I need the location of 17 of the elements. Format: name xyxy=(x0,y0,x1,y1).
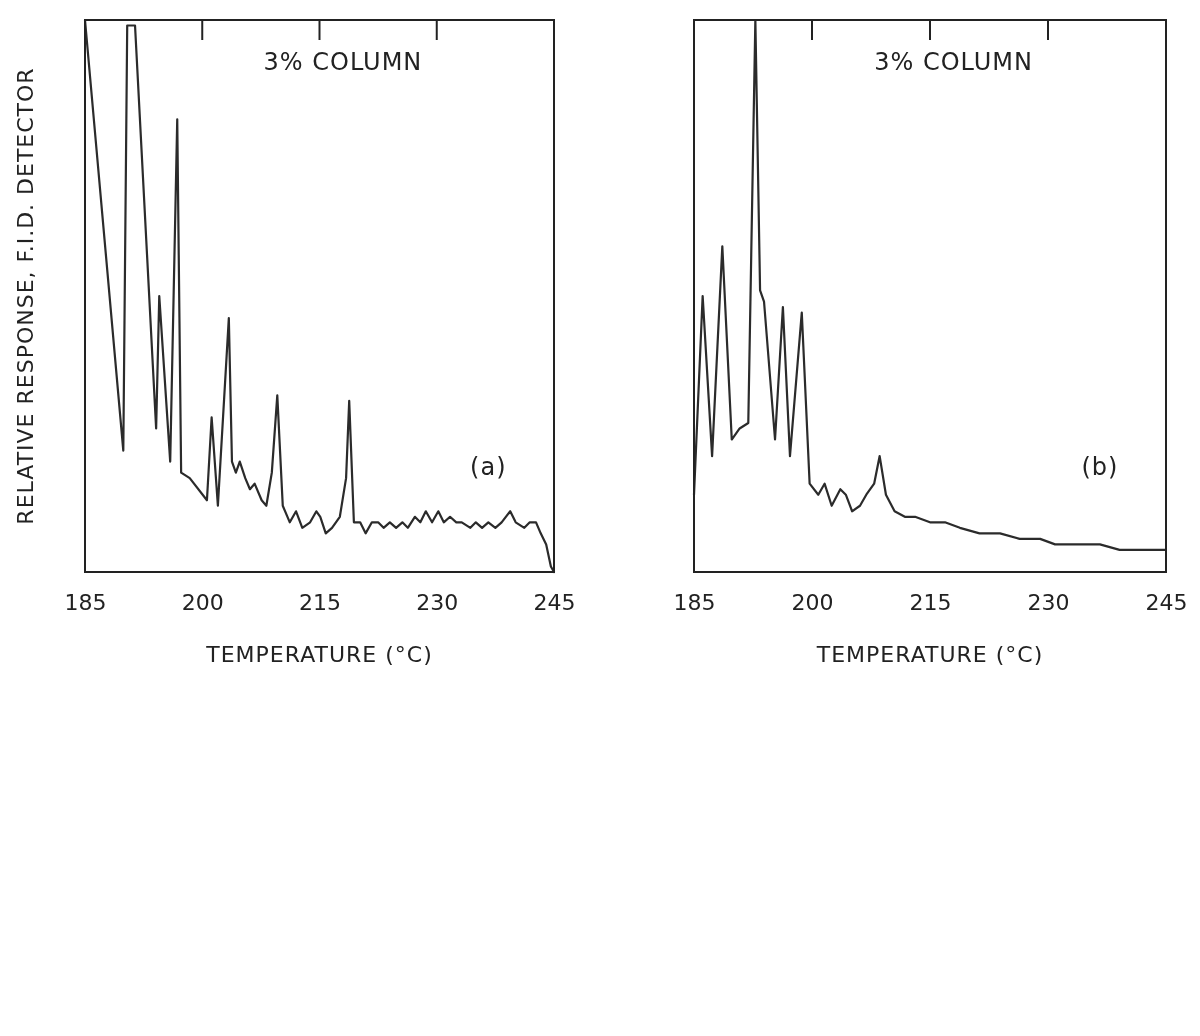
y-axis-title: RELATIVE RESPONSE, F.I.D. DETECTOR xyxy=(13,67,38,525)
x-tick-label: 185 xyxy=(64,589,107,615)
x-tick-label: 215 xyxy=(299,589,341,615)
x-tick-label: 215 xyxy=(909,589,952,615)
x-tick-label: 245 xyxy=(1145,589,1188,615)
x-tick-label: 185 xyxy=(673,589,716,615)
x-tick-label: 200 xyxy=(181,589,224,615)
x-axis-title: TEMPERATURE (°C) xyxy=(815,642,1044,667)
x-tick-label: 200 xyxy=(791,589,834,615)
x-axis-title: TEMPERATURE (°C) xyxy=(205,642,433,667)
annotation: (a) xyxy=(470,453,507,481)
x-tick-label: 230 xyxy=(1027,589,1070,615)
annotation: (b) xyxy=(1081,453,1119,481)
x-tick-label: 230 xyxy=(416,589,459,615)
x-tick-label: 245 xyxy=(533,589,576,615)
annotation: 3% COLUMN xyxy=(874,48,1033,76)
annotation: 3% COLUMN xyxy=(263,48,423,76)
